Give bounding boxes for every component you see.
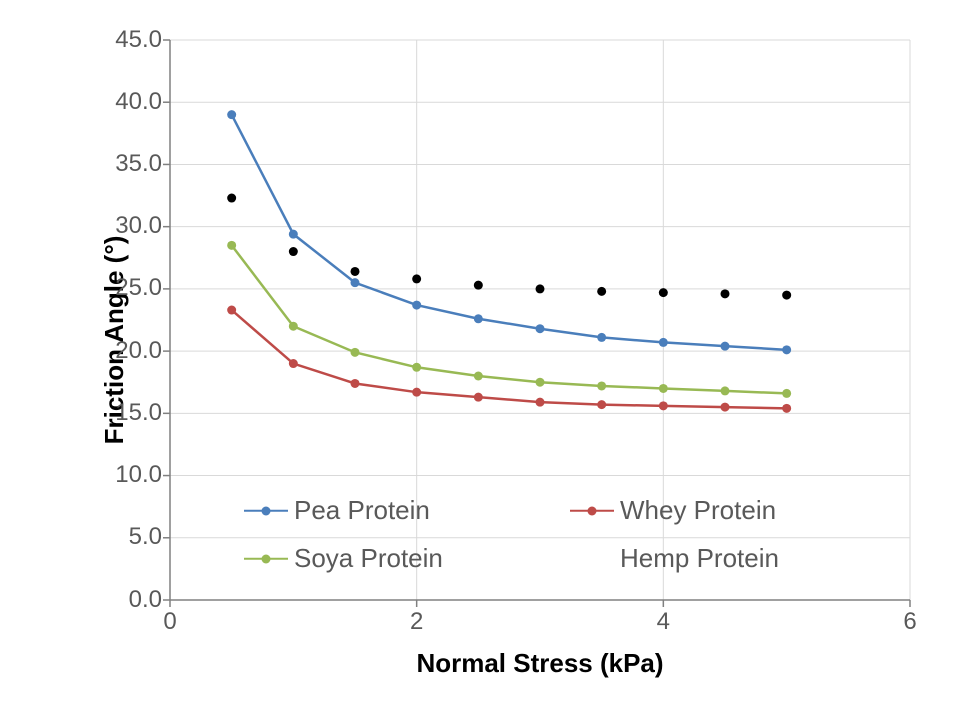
series-marker-hemp xyxy=(289,247,298,256)
series-marker-hemp xyxy=(597,287,606,296)
y-tick-label: 45.0 xyxy=(82,26,162,54)
friction-angle-chart: Friction Angle (°) Normal Stress (kPa) 0… xyxy=(0,0,960,720)
x-tick-label: 2 xyxy=(387,608,447,636)
series-marker-soya xyxy=(659,384,668,393)
legend-item-pea: Pea Protein xyxy=(244,495,430,526)
series-marker-hemp xyxy=(474,281,483,290)
series-marker-soya xyxy=(536,378,545,387)
series-marker-hemp xyxy=(227,194,236,203)
series-marker-whey xyxy=(289,359,298,368)
legend-item-whey: Whey Protein xyxy=(570,495,776,526)
series-marker-pea xyxy=(659,338,668,347)
series-marker-pea xyxy=(412,301,421,310)
series-marker-pea xyxy=(474,314,483,323)
series-marker-soya xyxy=(721,386,730,395)
series-marker-whey xyxy=(351,379,360,388)
series-marker-pea xyxy=(597,333,606,342)
y-tick-label: 35.0 xyxy=(82,150,162,178)
series-marker-whey xyxy=(227,306,236,315)
series-marker-pea xyxy=(227,110,236,119)
series-marker-hemp xyxy=(412,274,421,283)
series-line-hemp xyxy=(232,198,787,295)
series-marker-hemp xyxy=(351,267,360,276)
x-tick-label: 4 xyxy=(633,608,693,636)
series-marker-soya xyxy=(782,389,791,398)
series-marker-soya xyxy=(412,363,421,372)
series-marker-whey xyxy=(474,393,483,402)
legend-label: Hemp Protein xyxy=(620,543,779,574)
series-marker-soya xyxy=(474,372,483,381)
series-marker-hemp xyxy=(721,289,730,298)
legend-swatch-icon xyxy=(570,501,614,521)
y-tick-label: 25.0 xyxy=(82,274,162,302)
series-marker-whey xyxy=(659,401,668,410)
y-tick-label: 30.0 xyxy=(82,212,162,240)
series-marker-pea xyxy=(289,230,298,239)
y-tick-label: 10.0 xyxy=(82,461,162,489)
series-marker-hemp xyxy=(536,284,545,293)
series-line-pea xyxy=(232,115,787,350)
series-marker-whey xyxy=(721,403,730,412)
y-tick-label: 20.0 xyxy=(82,337,162,365)
x-axis-title: Normal Stress (kPa) xyxy=(170,648,910,679)
legend-swatch-icon xyxy=(570,549,614,569)
series-marker-whey xyxy=(412,388,421,397)
legend-label: Whey Protein xyxy=(620,495,776,526)
series-marker-soya xyxy=(289,322,298,331)
legend-swatch-icon xyxy=(244,549,288,569)
x-tick-label: 0 xyxy=(140,608,200,636)
y-tick-label: 40.0 xyxy=(82,88,162,116)
series-marker-pea xyxy=(721,342,730,351)
series-marker-pea xyxy=(351,278,360,287)
legend-item-hemp: Hemp Protein xyxy=(570,543,779,574)
legend-swatch-icon xyxy=(244,501,288,521)
series-marker-hemp xyxy=(782,291,791,300)
series-marker-soya xyxy=(227,241,236,250)
legend-item-soya: Soya Protein xyxy=(244,543,443,574)
series-marker-hemp xyxy=(659,288,668,297)
legend-label: Pea Protein xyxy=(294,495,430,526)
series-marker-pea xyxy=(536,324,545,333)
series-marker-soya xyxy=(597,381,606,390)
series-marker-whey xyxy=(536,398,545,407)
series-marker-soya xyxy=(351,348,360,357)
y-tick-label: 5.0 xyxy=(82,523,162,551)
y-tick-label: 15.0 xyxy=(82,399,162,427)
legend-label: Soya Protein xyxy=(294,543,443,574)
x-tick-label: 6 xyxy=(880,608,940,636)
series-marker-whey xyxy=(597,400,606,409)
series-marker-pea xyxy=(782,345,791,354)
series-marker-whey xyxy=(782,404,791,413)
